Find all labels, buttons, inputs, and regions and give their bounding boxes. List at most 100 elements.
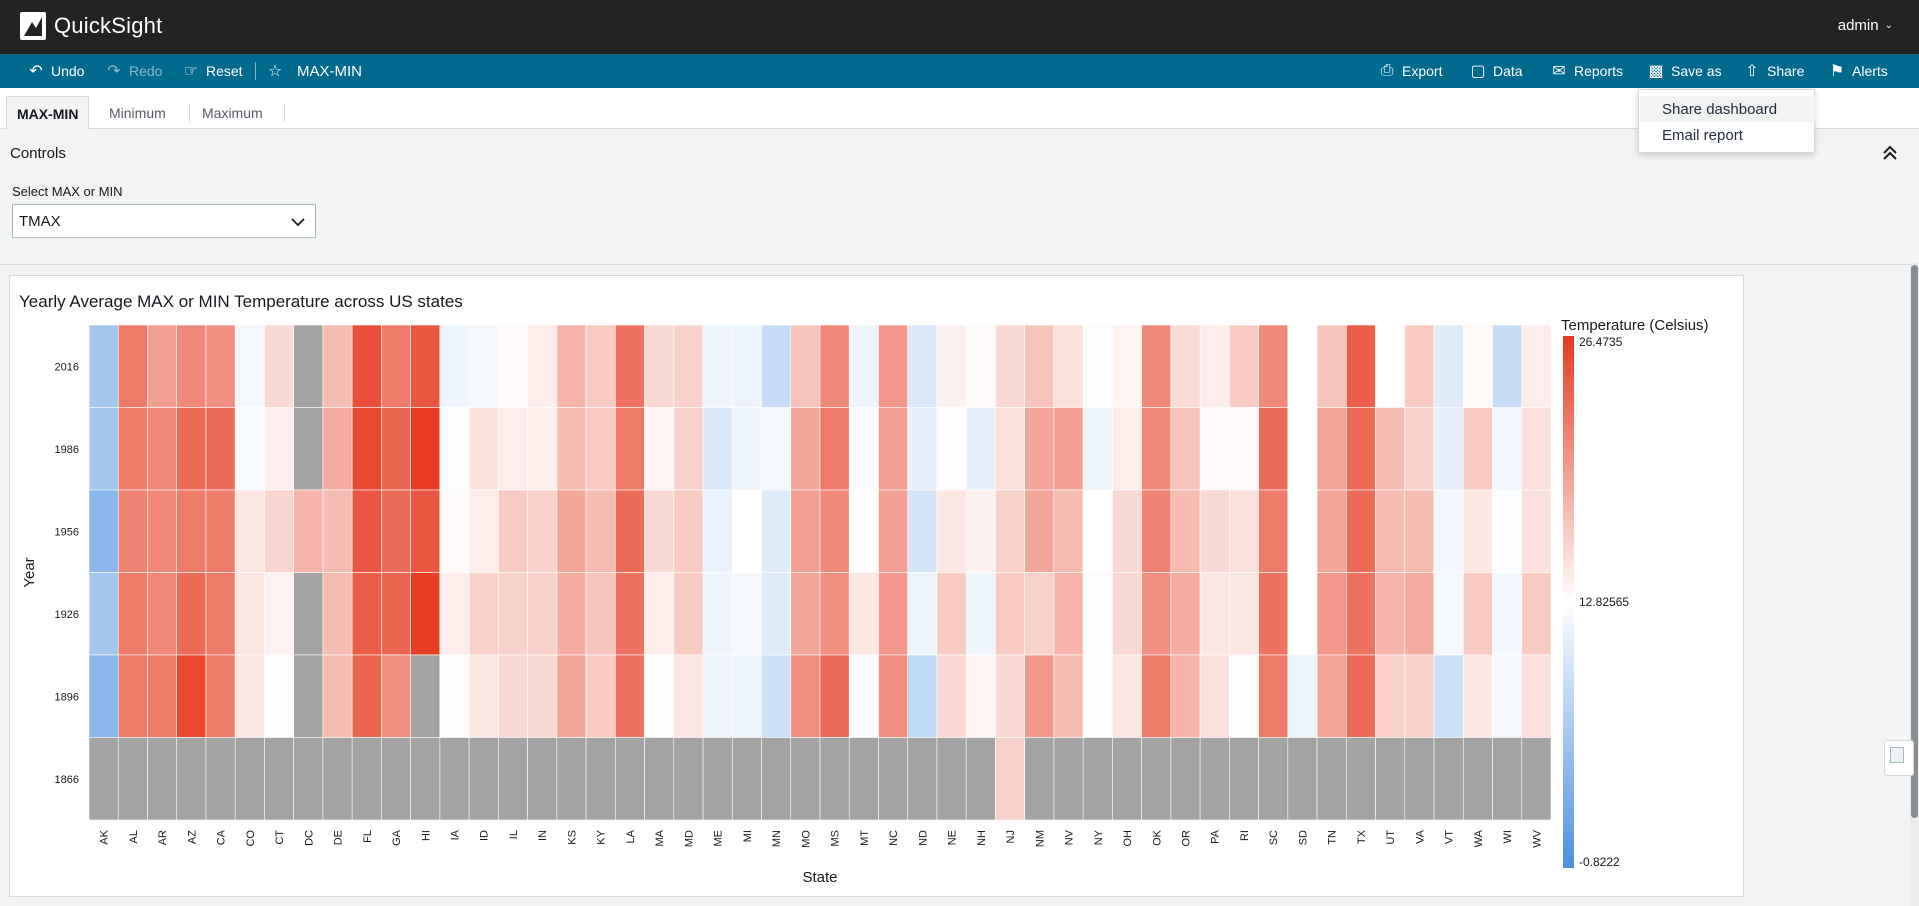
redo-button[interactable]: ↷ Redo — [105, 54, 162, 88]
heatmap-cell[interactable] — [322, 407, 353, 491]
heatmap-cell[interactable] — [907, 407, 938, 491]
heatmap-cell[interactable] — [147, 324, 178, 408]
scrollbar-thumb[interactable] — [1911, 265, 1918, 818]
heatmap-cell[interactable] — [1053, 654, 1084, 738]
heatmap-cell[interactable] — [673, 407, 704, 491]
heatmap-cell[interactable] — [819, 324, 850, 408]
heatmap-cell[interactable] — [234, 324, 265, 408]
heatmap-cell[interactable] — [1346, 572, 1376, 656]
heatmap-cell[interactable] — [147, 407, 178, 491]
heatmap-cell[interactable] — [1141, 572, 1172, 656]
heatmap-cell[interactable] — [731, 407, 762, 491]
heatmap-cell[interactable] — [761, 654, 792, 738]
heatmap-cell[interactable] — [761, 407, 792, 491]
heatmap-cell[interactable] — [936, 654, 967, 738]
heatmap-cell[interactable] — [264, 324, 294, 408]
heatmap-cell[interactable] — [1287, 489, 1318, 573]
heatmap-cell[interactable] — [702, 572, 733, 656]
heatmap-cell[interactable] — [1521, 572, 1552, 656]
heatmap-cell[interactable] — [498, 324, 528, 408]
heatmap-cell[interactable] — [88, 489, 119, 573]
heatmap-cell[interactable] — [819, 654, 850, 738]
heatmap-cell[interactable] — [527, 407, 558, 491]
heatmap-cell[interactable] — [1170, 324, 1201, 408]
heatmap-cell[interactable] — [936, 737, 967, 821]
heatmap-cell[interactable] — [117, 407, 148, 491]
heatmap-cell[interactable] — [615, 737, 645, 821]
heatmap-cell[interactable] — [1141, 489, 1172, 573]
heatmap-cell[interactable] — [234, 489, 265, 573]
heatmap-cell[interactable] — [761, 572, 792, 656]
heatmap-cell[interactable] — [498, 407, 528, 491]
heatmap-cell[interactable] — [117, 489, 148, 573]
heatmap-cell[interactable] — [1462, 324, 1493, 408]
heatmap-cell[interactable] — [234, 572, 265, 656]
quicksight-logo[interactable]: QuickSight — [20, 12, 162, 40]
heatmap-cell[interactable] — [907, 572, 938, 656]
heatmap-cell[interactable] — [644, 654, 675, 738]
heatmap-cell[interactable] — [965, 407, 996, 491]
heatmap-cell[interactable] — [585, 737, 616, 821]
heatmap-cell[interactable] — [381, 407, 411, 491]
heatmap-cell[interactable] — [1112, 572, 1142, 656]
heatmap-cell[interactable] — [1316, 489, 1347, 573]
heatmap-cell[interactable] — [761, 324, 792, 408]
heatmap-cell[interactable] — [439, 737, 470, 821]
heatmap-cell[interactable] — [264, 407, 294, 491]
heatmap-cell[interactable] — [644, 324, 675, 408]
heatmap-cell[interactable] — [117, 572, 148, 656]
heatmap-cell[interactable] — [1316, 654, 1347, 738]
heatmap-cell[interactable] — [205, 737, 236, 821]
heatmap-cell[interactable] — [234, 654, 265, 738]
heatmap-cell[interactable] — [907, 654, 938, 738]
heatmap-cell[interactable] — [1141, 324, 1172, 408]
heatmap-cell[interactable] — [615, 572, 645, 656]
save-as-button[interactable]: ▩ Save as — [1647, 54, 1721, 88]
heatmap-cell[interactable] — [410, 407, 441, 491]
heatmap-cell[interactable] — [673, 572, 704, 656]
heatmap-cell[interactable] — [351, 737, 382, 821]
heatmap-cell[interactable] — [1404, 489, 1435, 573]
heatmap-cell[interactable] — [702, 407, 733, 491]
heatmap-cell[interactable] — [556, 572, 587, 656]
heatmap-cell[interactable] — [1375, 737, 1406, 821]
heatmap-cell[interactable] — [819, 407, 850, 491]
heatmap-cell[interactable] — [117, 654, 148, 738]
heatmap-cell[interactable] — [878, 572, 909, 656]
heatmap-cell[interactable] — [878, 489, 909, 573]
heatmap-cell[interactable] — [731, 737, 762, 821]
heatmap-cell[interactable] — [936, 407, 967, 491]
heatmap-cell[interactable] — [1287, 407, 1318, 491]
heatmap-cell[interactable] — [995, 324, 1025, 408]
heatmap-cell[interactable] — [702, 654, 733, 738]
heatmap-cell[interactable] — [1229, 489, 1259, 573]
heatmap-cell[interactable] — [468, 737, 499, 821]
heatmap-cell[interactable] — [322, 654, 353, 738]
heatmap-cell[interactable] — [790, 489, 821, 573]
heatmap-cell[interactable] — [1258, 737, 1289, 821]
heatmap-cell[interactable] — [264, 654, 294, 738]
data-button[interactable]: ▢ Data — [1469, 54, 1522, 88]
heatmap-cell[interactable] — [1521, 489, 1552, 573]
heatmap-cell[interactable] — [1404, 654, 1435, 738]
heatmap-cell[interactable] — [644, 407, 675, 491]
heatmap-cell[interactable] — [205, 572, 236, 656]
heatmap-cell[interactable] — [1346, 737, 1376, 821]
heatmap-cell[interactable] — [1082, 737, 1113, 821]
heatmap-cell[interactable] — [439, 489, 470, 573]
heatmap-cell[interactable] — [731, 654, 762, 738]
heatmap-cell[interactable] — [790, 654, 821, 738]
heatmap-cell[interactable] — [1316, 737, 1347, 821]
heatmap-cell[interactable] — [1170, 572, 1201, 656]
heatmap-cell[interactable] — [293, 324, 324, 408]
heatmap-cell[interactable] — [234, 737, 265, 821]
heatmap-cell[interactable] — [1433, 324, 1464, 408]
heatmap-cell[interactable] — [702, 489, 733, 573]
heatmap-cell[interactable] — [351, 489, 382, 573]
heatmap-cell[interactable] — [88, 572, 119, 656]
heatmap-cell[interactable] — [1258, 572, 1289, 656]
heatmap-cell[interactable] — [1316, 407, 1347, 491]
heatmap-cell[interactable] — [351, 407, 382, 491]
heatmap-cell[interactable] — [1024, 324, 1055, 408]
heatmap-cell[interactable] — [1229, 324, 1259, 408]
